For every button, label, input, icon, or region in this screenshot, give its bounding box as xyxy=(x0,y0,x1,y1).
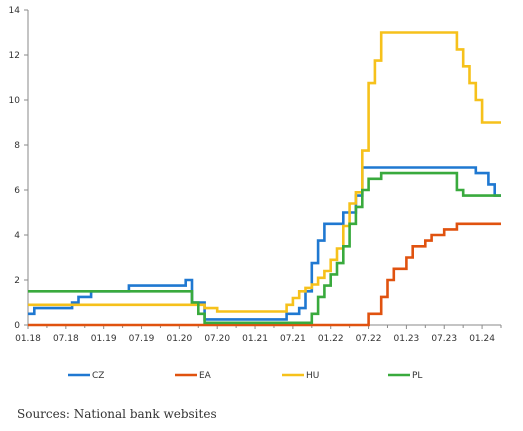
chart-series xyxy=(28,31,501,327)
x-tick-label: 01.20 xyxy=(166,334,192,344)
x-tick-label: 07.19 xyxy=(129,334,155,344)
y-tick-label: 6 xyxy=(14,186,20,196)
y-tick-label: 12 xyxy=(9,51,20,61)
x-tick-label: 01.24 xyxy=(469,334,495,344)
x-tick-label: 01.21 xyxy=(242,334,268,344)
x-tick-label: 07.22 xyxy=(356,334,382,344)
y-tick-label: 2 xyxy=(14,276,20,286)
x-tick-label: 01.22 xyxy=(318,334,344,344)
chart-legend: CZ EA HU PL xyxy=(68,371,422,381)
y-tick-label: 4 xyxy=(14,231,20,241)
y-tick-label: 14 xyxy=(9,6,21,16)
x-tick-label: 07.23 xyxy=(431,334,457,344)
legend-label-pl: PL xyxy=(412,371,422,381)
y-tick-label: 10 xyxy=(9,96,21,106)
series-line-pl xyxy=(28,171,501,325)
x-tick-label: 07.20 xyxy=(204,334,230,344)
series-line-cz xyxy=(28,166,501,321)
y-tick-label: 8 xyxy=(14,141,20,151)
chart-axes xyxy=(24,9,502,329)
legend-label-cz: CZ xyxy=(92,371,104,381)
legend-label-ea: EA xyxy=(199,371,212,381)
x-tick-label: 01.23 xyxy=(394,334,420,344)
x-tick-label: 07.18 xyxy=(53,334,79,344)
y-tick-label: 0 xyxy=(14,321,20,331)
series-line-ea xyxy=(28,222,501,327)
x-tick-label: 01.19 xyxy=(91,334,117,344)
series-line-hu xyxy=(28,31,501,313)
x-tick-label: 07.21 xyxy=(280,334,306,344)
chart-tick-labels: 0 2 4 6 8 10 12 14 01.18 07.18 01.19 07.19 01.20 07.2… xyxy=(9,6,496,344)
x-tick-label: 01.18 xyxy=(15,334,41,344)
source-note: Sources: National bank websites xyxy=(17,407,217,421)
legend-label-hu: HU xyxy=(306,371,319,381)
